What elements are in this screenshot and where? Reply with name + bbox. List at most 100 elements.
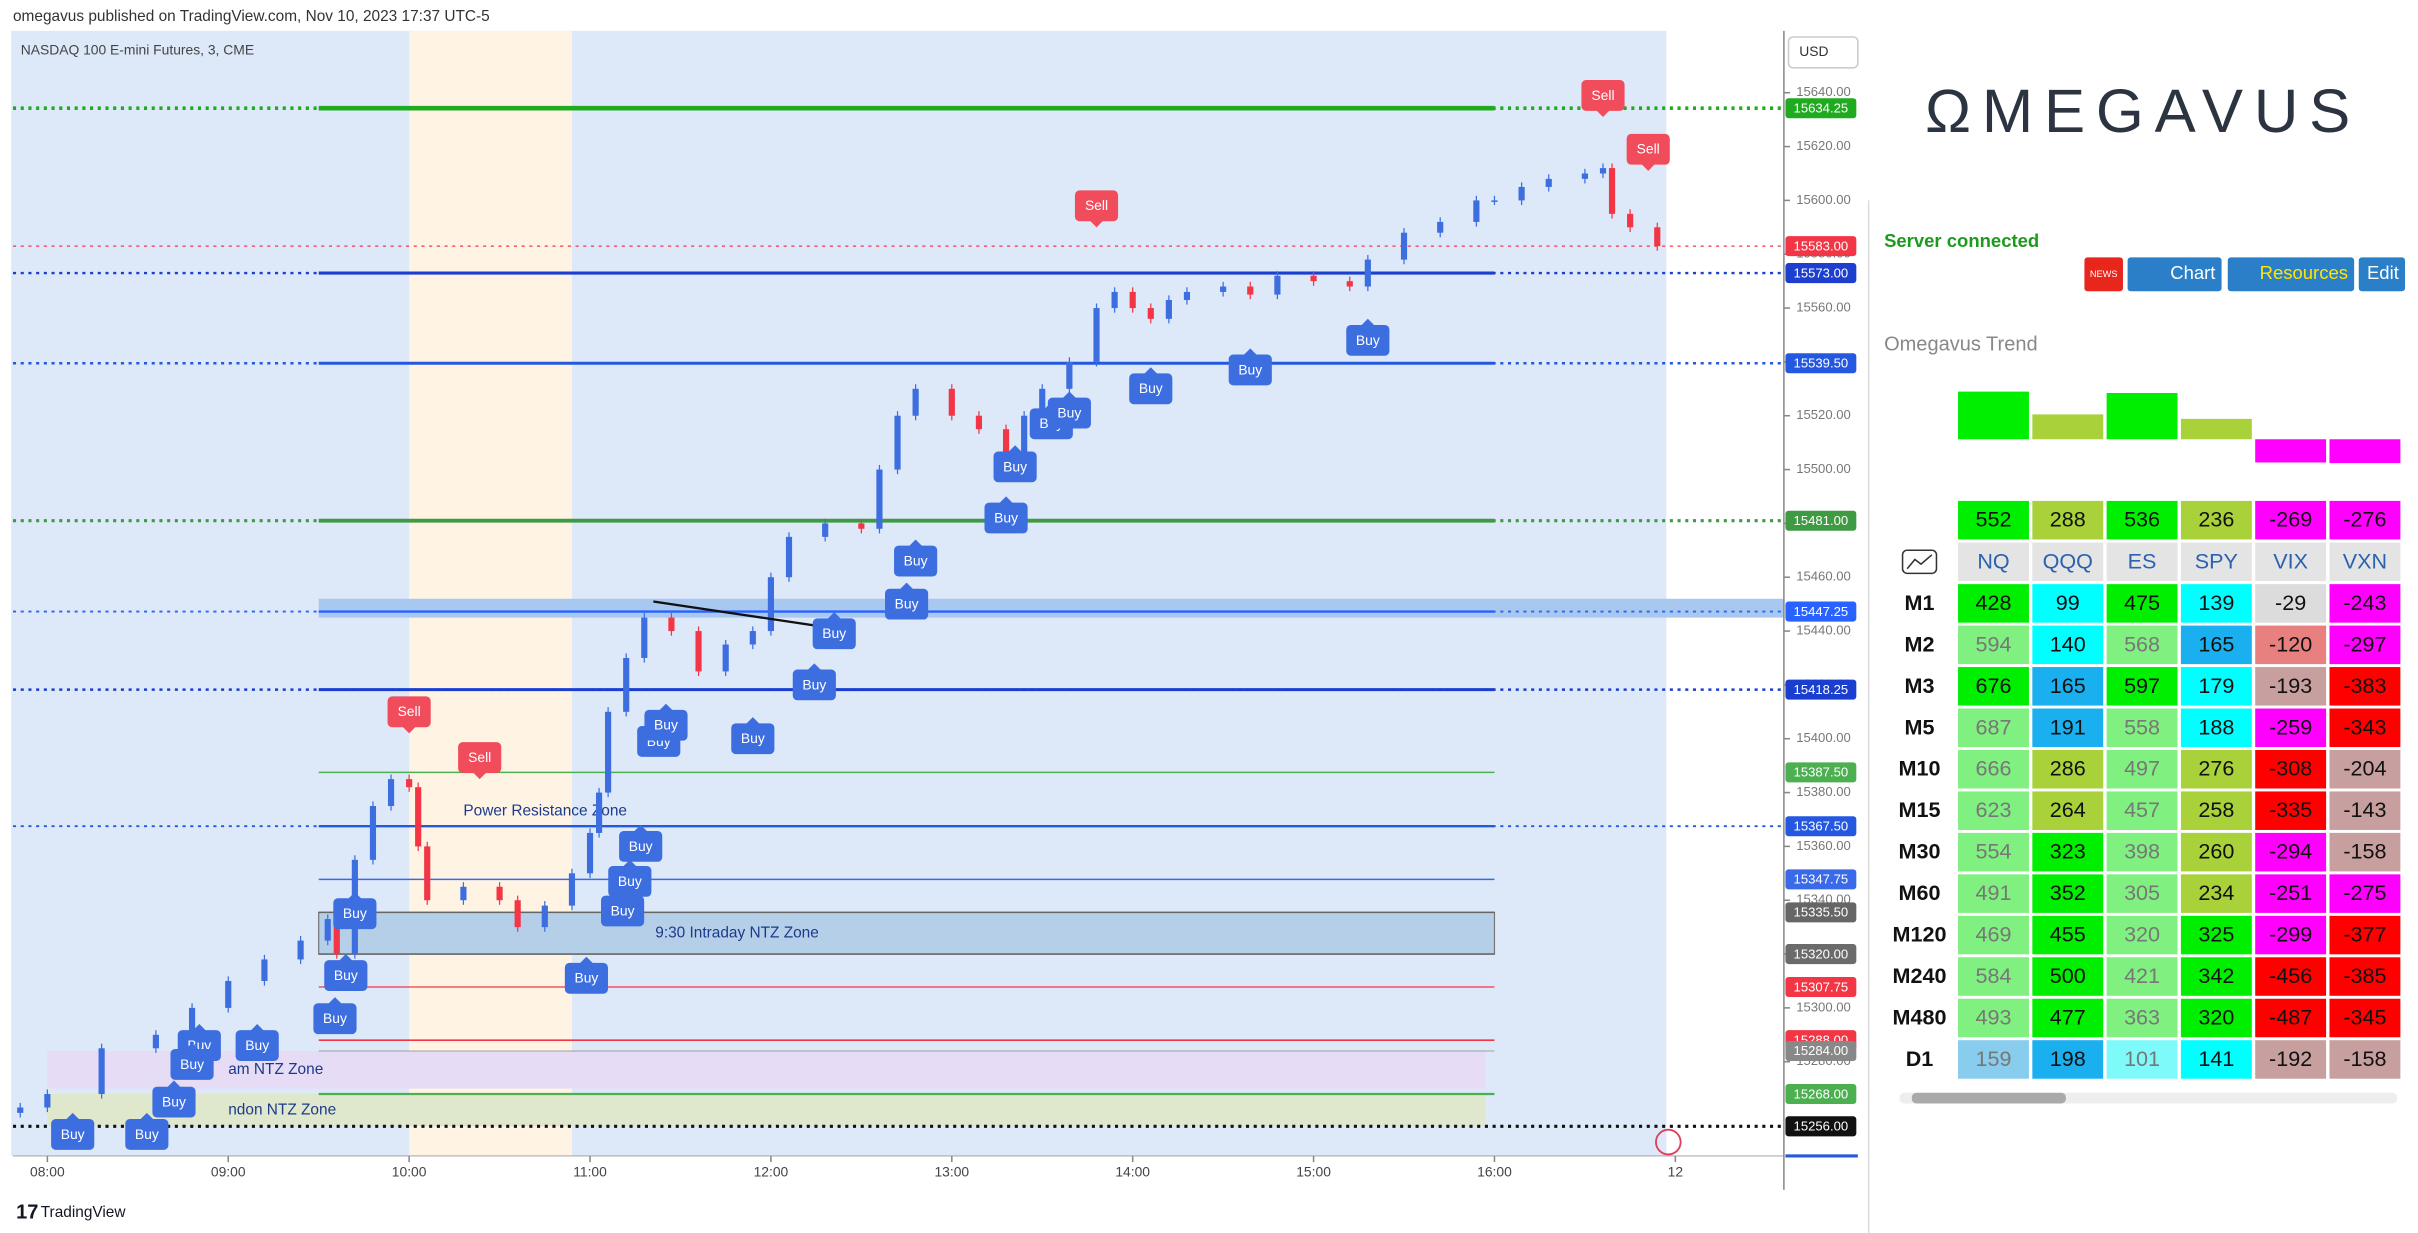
candle: [876, 469, 883, 529]
marker: [1626, 133, 1670, 165]
button-label[interactable]: NEWS: [2090, 269, 2118, 279]
level-tag: [1785, 1116, 1857, 1137]
cell: [2106, 749, 2178, 789]
cell: [1958, 915, 2029, 955]
marker-label: Buy: [822, 625, 846, 641]
chart-icon-line: [1906, 554, 1933, 570]
cell-value: -120: [2269, 631, 2312, 656]
marker-label: Buy: [1057, 404, 1081, 420]
panel-title: Omegavus Trend: [1884, 334, 2038, 356]
x-tick-label: 10:00: [392, 1164, 427, 1180]
x-tick-label: 08:00: [30, 1164, 65, 1180]
marker-label: Sell: [1085, 197, 1108, 213]
button-label[interactable]: Resources: [2260, 262, 2348, 283]
cell: [2180, 625, 2252, 665]
marker-label: Buy: [323, 1010, 347, 1026]
marker-arrow: [658, 703, 674, 712]
candle: [1437, 221, 1444, 233]
cell-value: -243: [2343, 590, 2386, 615]
zone-label: ndon NTZ Zone: [228, 1101, 336, 1118]
candle: [568, 873, 576, 906]
chart-icon[interactable]: [1901, 549, 1938, 575]
button[interactable]: [2358, 257, 2406, 292]
cell: [2180, 667, 2252, 706]
candle: [605, 711, 612, 793]
trend-bar: [1958, 391, 2029, 440]
button-label[interactable]: Chart: [2170, 262, 2215, 283]
cell: [2106, 874, 2178, 913]
marker: [644, 709, 688, 741]
button[interactable]: [2084, 257, 2123, 292]
candle: [785, 536, 793, 578]
marker: [1074, 190, 1119, 222]
candle: [1400, 232, 1408, 260]
x-tick-label: 15:00: [1296, 1164, 1331, 1180]
candle: [1002, 429, 1010, 470]
marker-arrow: [826, 612, 842, 620]
marker: [170, 1049, 214, 1080]
cell: [2255, 998, 2327, 1038]
button[interactable]: [2127, 257, 2222, 292]
marker-arrow: [1061, 391, 1078, 400]
cell-value: 99: [2056, 590, 2080, 615]
marker-arrow: [1595, 109, 1611, 118]
header-cell: [2106, 542, 2178, 582]
currency-box[interactable]: [1787, 36, 1859, 69]
cell-value: -299: [2269, 922, 2312, 947]
marker-arrow: [632, 824, 649, 833]
candle: [1364, 259, 1371, 287]
button-label[interactable]: Edit: [2367, 262, 2399, 283]
row-label: M10: [1899, 756, 1941, 781]
row-label: D1: [1906, 1046, 1934, 1071]
marker-label: Buy: [574, 970, 598, 986]
cell-value: -158: [2343, 839, 2386, 864]
marker: [731, 723, 775, 755]
cell-value: 198: [2050, 1046, 2086, 1071]
candle: [695, 631, 702, 672]
cell: [2106, 1040, 2178, 1079]
level-tag: [1785, 1084, 1857, 1105]
row-label: M5: [1905, 714, 1935, 739]
cell-value: 264: [2050, 797, 2086, 822]
marker-arrow: [578, 956, 595, 965]
cell: [2329, 915, 2401, 955]
marker-arrow: [249, 1024, 265, 1032]
marker: [608, 865, 652, 897]
level-tag: [1785, 902, 1857, 923]
marker: [812, 618, 856, 650]
cell-value: -343: [2343, 714, 2386, 739]
cell-value: -204: [2343, 756, 2386, 781]
column-header: NQ: [1977, 548, 2009, 573]
cell: [2032, 625, 2104, 665]
trend-bar: [2255, 439, 2327, 463]
level-tag: [1785, 601, 1857, 622]
x-tick-label: 16:00: [1477, 1164, 1512, 1180]
cell: [2032, 957, 2104, 996]
cell-value: 687: [1976, 714, 2012, 739]
candle: [324, 919, 331, 941]
summary-value: -269: [2269, 507, 2312, 532]
cell: [1958, 708, 2029, 748]
cell-value: 666: [1976, 756, 2012, 781]
button[interactable]: [2227, 257, 2355, 292]
cell-value: 421: [2124, 963, 2160, 988]
cell-value: -251: [2269, 880, 2312, 905]
flash-icon[interactable]: [1655, 1128, 1682, 1156]
cell: [2032, 584, 2104, 623]
cell: [1958, 874, 2029, 913]
summary-cell: [2180, 500, 2252, 540]
level-tag-label: 15320.00: [1794, 946, 1849, 961]
cell: [2032, 832, 2104, 872]
candle: [98, 1048, 105, 1095]
cell: [1958, 791, 2029, 830]
candle: [1093, 308, 1100, 362]
row-label: M480: [1893, 1004, 1947, 1029]
cell: [2180, 584, 2252, 623]
marker-arrow: [1640, 163, 1656, 171]
cell-value: 188: [2198, 714, 2234, 739]
cell: [2329, 1040, 2401, 1079]
cell: [2255, 915, 2327, 955]
scroll-thumb[interactable]: [1911, 1092, 2066, 1104]
marker: [387, 696, 431, 728]
level-tag: [1785, 869, 1857, 890]
